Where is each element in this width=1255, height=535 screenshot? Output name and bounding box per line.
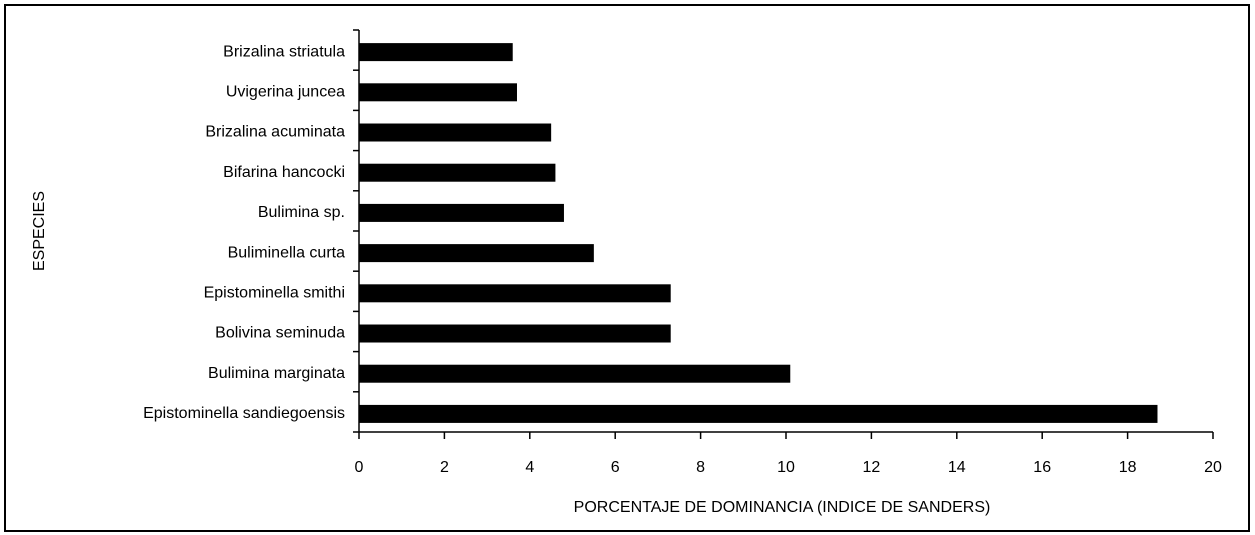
bar bbox=[359, 324, 671, 343]
x-tick-label: 12 bbox=[863, 459, 881, 476]
x-tick-label: 2 bbox=[440, 459, 449, 476]
y-tick-label: Uvigerina juncea bbox=[226, 84, 345, 101]
y-tick-label: Bulimina sp. bbox=[258, 204, 345, 221]
x-tick-label: 18 bbox=[1119, 459, 1137, 476]
x-tick-label: 4 bbox=[525, 459, 534, 476]
x-tick-label: 16 bbox=[1033, 459, 1051, 476]
bar bbox=[359, 83, 517, 102]
bar bbox=[359, 123, 552, 142]
bar bbox=[359, 364, 791, 383]
y-tick-label: Brizalina acuminata bbox=[205, 124, 345, 141]
bar bbox=[359, 203, 564, 222]
bar bbox=[359, 284, 671, 303]
y-tick-label: Bifarina hancocki bbox=[223, 164, 345, 181]
x-axis-label: PORCENTAJE DE DOMINANCIA (INDICE DE SAND… bbox=[574, 499, 991, 516]
y-axis-label: ESPECIES bbox=[31, 191, 48, 271]
y-tick-label: Epistominella sandiegoensis bbox=[143, 405, 345, 422]
x-tick-label: 6 bbox=[611, 459, 620, 476]
bar bbox=[359, 43, 513, 62]
bar bbox=[359, 163, 556, 182]
bar bbox=[359, 404, 1158, 423]
x-tick-label: 20 bbox=[1204, 459, 1222, 476]
y-tick-label: Bulimina marginata bbox=[208, 365, 345, 382]
y-tick-label: Epistominella smithi bbox=[204, 285, 345, 302]
y-tick-label: Bolivina seminuda bbox=[215, 325, 345, 342]
y-tick-label: Brizalina striatula bbox=[223, 43, 345, 60]
x-tick-label: 0 bbox=[355, 459, 364, 476]
bar bbox=[359, 244, 594, 263]
y-tick-label: Buliminella curta bbox=[228, 244, 345, 261]
chart-border bbox=[4, 4, 1250, 532]
x-tick-label: 8 bbox=[696, 459, 705, 476]
x-tick-label: 14 bbox=[948, 459, 966, 476]
x-tick-label: 10 bbox=[777, 459, 795, 476]
